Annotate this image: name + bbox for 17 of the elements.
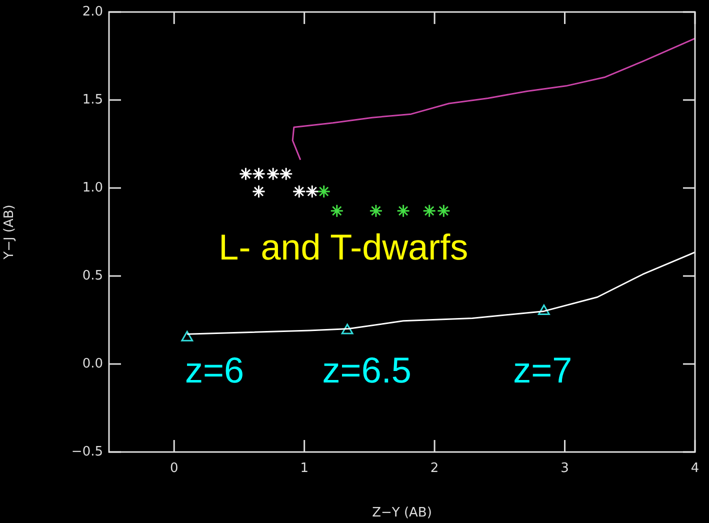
y-tick-label: 0.5 — [82, 268, 103, 284]
y-tick-label: 0.0 — [82, 356, 103, 372]
y-tick-label: 1.5 — [82, 92, 103, 108]
x-tick-label: 3 — [560, 460, 569, 476]
x-tick-label: 0 — [170, 460, 178, 476]
x-tick-label: 4 — [690, 460, 700, 476]
annotation: L- and T-dwarfs — [218, 226, 468, 268]
y-tick-label: 1.0 — [82, 180, 103, 196]
y-axis-title: Y−J (AB) — [2, 204, 18, 260]
x-axis-title: Z−Y (AB) — [372, 506, 432, 521]
x-tick-label: 2 — [430, 460, 439, 476]
annotation: z=6.5 — [322, 350, 412, 391]
y-tick-label: −0.5 — [71, 444, 103, 460]
x-tick-label: 1 — [300, 460, 308, 476]
annotation: z=6 — [184, 350, 244, 391]
annotation: z=7 — [513, 350, 572, 391]
y-tick-label: 2.0 — [82, 4, 103, 20]
